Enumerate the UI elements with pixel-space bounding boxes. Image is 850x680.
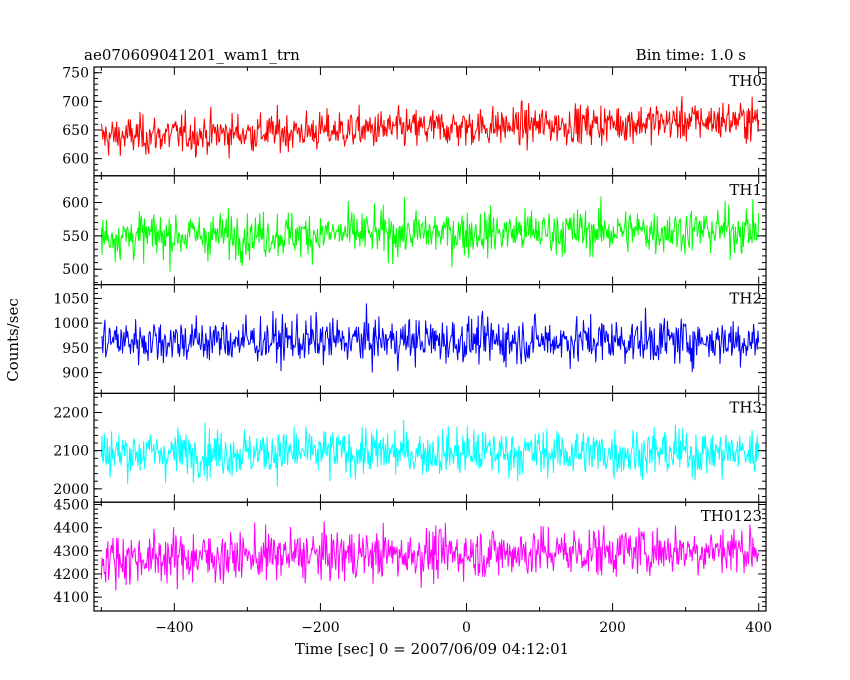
x-tick-label: −200 bbox=[301, 620, 339, 636]
x-axis: −400 −200 0 200 400 bbox=[155, 620, 772, 636]
y-tick-label: 550 bbox=[62, 229, 89, 245]
bin-time-label: Bin time: 1.0 s bbox=[636, 46, 746, 64]
y-tick-label: 2100 bbox=[53, 444, 89, 460]
panel-th0: 600 650 700 750 TH0 bbox=[62, 66, 767, 177]
y-tick-label: 4100 bbox=[53, 590, 89, 606]
y-tick-label: 700 bbox=[62, 94, 89, 110]
panel-label-th3: TH3 bbox=[729, 398, 762, 416]
y-tick-label: 2000 bbox=[53, 482, 89, 498]
y-tick-label: 4200 bbox=[53, 567, 89, 583]
panel-label-th2: TH2 bbox=[729, 290, 762, 308]
panel-frame bbox=[93, 501, 767, 612]
y-tick-label: 600 bbox=[62, 195, 89, 211]
x-axis-label: Time [sec] 0 = 2007/06/09 04:12:01 bbox=[295, 640, 569, 658]
panel-th3: 2000 2100 2200 TH3 bbox=[53, 392, 767, 503]
y-tick-label: 950 bbox=[62, 341, 89, 357]
x-tick-label: 0 bbox=[462, 620, 471, 636]
panel-th1: 500 550 600 TH1 bbox=[62, 175, 767, 286]
panel-label-th0: TH0 bbox=[729, 72, 762, 90]
panel-label-th0123: TH0123 bbox=[701, 507, 762, 525]
y-tick-label: 4500 bbox=[53, 498, 89, 514]
series-line-th2 bbox=[100, 303, 760, 373]
series-line-th0 bbox=[100, 96, 760, 159]
y-tick-label: 500 bbox=[62, 262, 89, 278]
x-tick-label: −400 bbox=[155, 620, 193, 636]
panel-th0123: 4100 4200 4300 4400 4500 TH0123 bbox=[53, 498, 767, 612]
y-tick-label: 600 bbox=[62, 152, 89, 168]
x-tick-label: 400 bbox=[745, 620, 772, 636]
panels-group: 600 650 700 750 TH0 500 550 600 TH1 900 950 1000 105… bbox=[53, 66, 767, 612]
y-tick-label: 4300 bbox=[53, 544, 89, 560]
x-tick-label: 200 bbox=[599, 620, 626, 636]
y-tick-label: 1050 bbox=[53, 291, 89, 307]
y-tick-label: 1000 bbox=[53, 316, 89, 332]
y-tick-label: 2200 bbox=[53, 405, 89, 421]
y-axis-label: Counts/sec bbox=[4, 298, 22, 382]
y-tick-label: 4400 bbox=[53, 521, 89, 537]
series-line-th1 bbox=[100, 196, 760, 272]
y-tick-label: 900 bbox=[62, 366, 89, 382]
y-tick-label: 650 bbox=[62, 123, 89, 139]
y-tick-label: 750 bbox=[62, 66, 89, 82]
series-line-th0123 bbox=[100, 521, 760, 591]
series-line-th3 bbox=[100, 419, 760, 487]
panel-th2: 900 950 1000 1050 TH2 bbox=[53, 284, 767, 395]
chart-title: ae070609041201_wam1_trn bbox=[84, 46, 300, 64]
panel-label-th1: TH1 bbox=[729, 181, 762, 199]
